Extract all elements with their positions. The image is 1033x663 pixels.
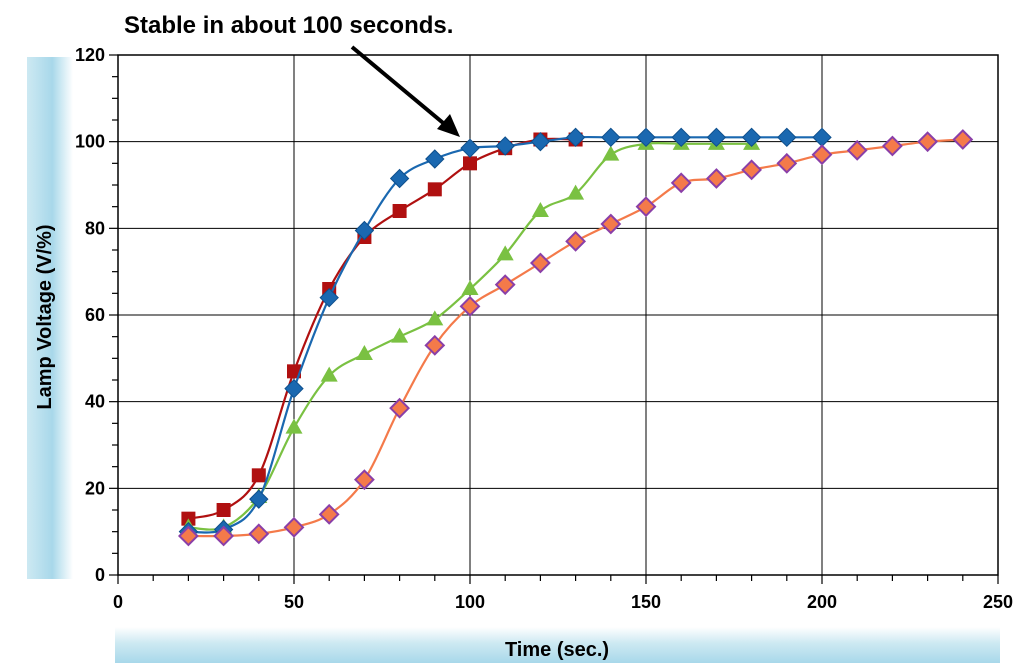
- data-point: [917, 131, 939, 153]
- data-point: [318, 503, 340, 525]
- tick-labels: 0 50 100 150 200 250 0 20 40 60 80 100 120: [75, 45, 1013, 612]
- data-point: [213, 525, 235, 547]
- data-point: [389, 168, 410, 189]
- data-point: [530, 131, 551, 152]
- annotation: Stable in about 100 seconds.: [124, 12, 460, 137]
- x-tick-label: 250: [983, 592, 1013, 612]
- data-point: [706, 127, 727, 148]
- y-axis-title-band: [27, 57, 73, 579]
- data-point: [496, 245, 514, 261]
- data-point: [459, 295, 481, 317]
- data-point: [319, 287, 339, 308]
- data-point: [494, 274, 516, 296]
- y-tick-label: 120: [75, 45, 105, 65]
- data-point: [567, 184, 585, 200]
- data-point: [705, 168, 727, 189]
- data-point: [741, 159, 763, 181]
- data-point: [425, 149, 445, 169]
- data-point: [602, 145, 620, 161]
- data-point: [353, 469, 375, 491]
- data-point: [320, 366, 338, 382]
- y-tick-label: 20: [85, 478, 105, 498]
- data-point: [529, 252, 551, 274]
- data-point: [249, 489, 269, 509]
- series-3: [178, 127, 832, 542]
- x-axis-title-band: [115, 627, 1000, 663]
- y-tick-label: 40: [85, 392, 105, 412]
- data-point: [424, 334, 446, 356]
- x-tick-label: 150: [631, 592, 661, 612]
- data-point: [391, 327, 409, 343]
- x-tick-label: 100: [455, 592, 485, 612]
- data-point: [565, 127, 586, 148]
- data-point: [881, 135, 903, 157]
- data-point: [600, 213, 622, 235]
- x-axis-title: Time (sec.): [505, 639, 609, 661]
- data-point: [636, 127, 656, 148]
- data-point: [460, 138, 480, 158]
- data-point: [177, 525, 199, 547]
- data-point: [565, 230, 587, 252]
- x-tick-label: 50: [284, 592, 304, 612]
- data-point: [354, 220, 375, 241]
- series-layer: [177, 127, 974, 547]
- data-point: [461, 280, 479, 295]
- data-point: [741, 127, 762, 148]
- data-point: [463, 156, 477, 171]
- data-point: [251, 468, 266, 483]
- annotation-arrow-line: [350, 45, 450, 129]
- data-point: [216, 503, 231, 517]
- data-point: [601, 127, 621, 148]
- data-point: [811, 144, 833, 166]
- data-point: [426, 310, 444, 326]
- y-tick-label: 100: [75, 132, 105, 152]
- data-point: [248, 523, 270, 545]
- data-point: [495, 136, 515, 156]
- data-point: [670, 172, 692, 194]
- data-point: [355, 345, 373, 360]
- data-point: [284, 378, 304, 399]
- data-point: [392, 204, 407, 218]
- data-point: [777, 127, 797, 148]
- x-tick-label: 0: [113, 592, 123, 612]
- annotation-text: Stable in about 100 seconds.: [124, 12, 453, 39]
- annotation-arrow-head: [437, 114, 460, 137]
- data-point: [671, 127, 691, 148]
- data-point: [635, 196, 657, 218]
- data-point: [283, 516, 305, 538]
- data-point: [287, 364, 301, 379]
- x-tick-label: 200: [807, 592, 837, 612]
- data-point: [389, 397, 411, 419]
- data-point: [285, 418, 303, 434]
- axis-ticks: [109, 54, 999, 584]
- y-tick-label: 60: [85, 305, 105, 325]
- series-4: [177, 129, 974, 547]
- y-axis-title: Lamp Voltage (V/%): [34, 224, 56, 409]
- data-point: [776, 152, 798, 174]
- data-point: [427, 182, 442, 197]
- data-point: [846, 139, 868, 161]
- data-point: [952, 129, 974, 150]
- y-tick-label: 80: [85, 218, 105, 238]
- data-point: [531, 202, 549, 217]
- y-tick-label: 0: [95, 565, 105, 585]
